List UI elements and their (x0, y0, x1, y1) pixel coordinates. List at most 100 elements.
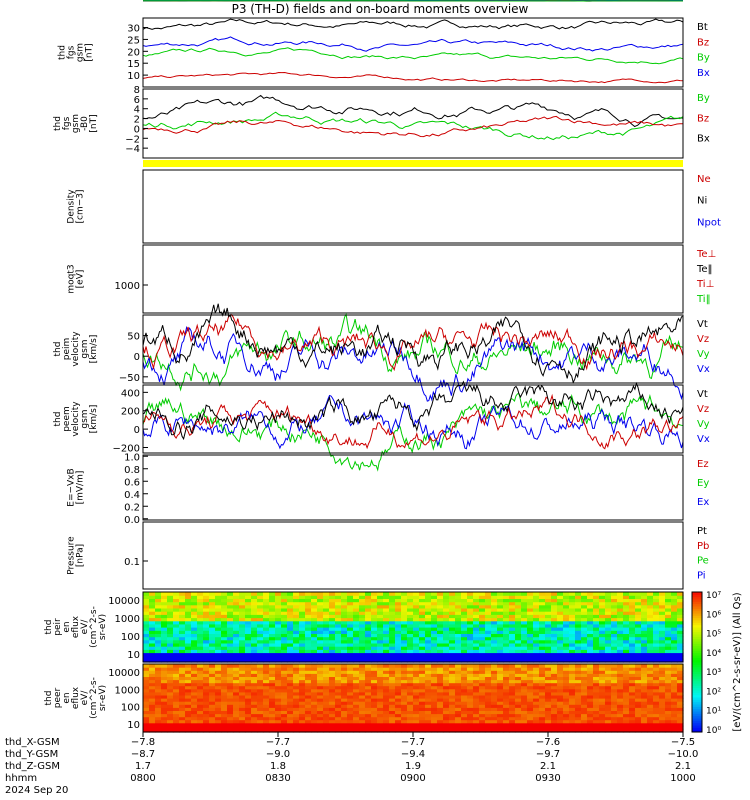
spectrogram-cell (161, 722, 168, 727)
spectrogram-cell (365, 698, 372, 702)
spectrogram-cell (563, 598, 570, 603)
spectrogram-cell (239, 676, 246, 681)
colorbar-segment (692, 594, 702, 598)
spectrogram-cell (587, 598, 594, 603)
spectrogram-cell (593, 664, 600, 668)
spectrogram-cell (209, 691, 216, 696)
spectrogram-cell (479, 652, 486, 657)
spectrogram-cell (599, 623, 606, 628)
spectrogram-cell (443, 652, 450, 657)
spectrogram-cell (509, 701, 516, 705)
spectrogram-cell (287, 633, 294, 638)
spectrogram-cell (347, 658, 354, 663)
spectrogram-cell (413, 642, 420, 647)
spectrogram-cell (221, 646, 228, 650)
spectrogram-cell (503, 691, 510, 696)
spectrogram-cell (641, 595, 648, 599)
spectrogram-cell (455, 664, 462, 668)
spectrogram-cell (401, 710, 408, 715)
spectrogram-cell (197, 667, 204, 671)
spectrogram-cell (629, 633, 636, 638)
spectrogram-cell (419, 713, 426, 718)
spectrogram-cell (527, 725, 534, 730)
spectrogram-cell (179, 682, 186, 687)
spectrogram-cell (275, 636, 282, 641)
spectrogram-cell (449, 617, 456, 622)
spectrogram-cell (671, 633, 678, 638)
y-axis-label: eflux (71, 615, 81, 638)
spectrogram-cell (473, 670, 480, 674)
spectrogram-cell (383, 627, 390, 631)
spectrogram-cell (569, 649, 576, 654)
spectrogram-cell (641, 725, 648, 730)
spectrogram-cell (185, 722, 192, 727)
spectrogram-cell (677, 604, 684, 609)
spectrogram-cell (155, 673, 162, 677)
spectrogram-cell (605, 694, 612, 699)
spectrogram-cell (323, 713, 330, 718)
spectrogram-cell (659, 670, 666, 674)
spectrogram-cell (605, 716, 612, 721)
spectrogram-cell (311, 617, 318, 622)
spectrogram-cell (323, 639, 330, 644)
spectrogram-cell (467, 598, 474, 603)
spectrogram-cell (575, 598, 582, 603)
spectrogram-cell (563, 642, 570, 647)
spectrogram-cell (425, 719, 432, 724)
spectrogram-cell (461, 652, 468, 657)
spectrogram-cell (209, 725, 216, 730)
spectrogram-cell (617, 685, 624, 690)
spectrogram-cell (329, 716, 336, 721)
spectrogram-cell (563, 725, 570, 730)
spectrogram-cell (251, 670, 258, 674)
spectrogram-cell (623, 710, 630, 715)
spectrogram-cell (239, 633, 246, 638)
spectrogram-cell (449, 633, 456, 638)
spectrogram-cell (557, 642, 564, 647)
spectrogram-cell (401, 604, 408, 609)
spectrogram-cell (263, 713, 270, 718)
spectrogram-cell (263, 728, 270, 733)
spectrogram-cell (563, 704, 570, 708)
spectrogram-cell (503, 713, 510, 718)
spectrogram-cell (581, 685, 588, 690)
spectrogram-cell (215, 642, 222, 647)
spectrogram-cell (569, 694, 576, 699)
spectrogram-cell (629, 636, 636, 641)
spectrogram-cell (341, 694, 348, 699)
spectrogram-cell (551, 691, 558, 696)
spectrogram-cell (545, 688, 552, 693)
spectrogram-cell (521, 623, 528, 628)
spectrogram-cell (467, 611, 474, 615)
spectrogram-cell (545, 691, 552, 696)
spectrogram-cell (197, 685, 204, 690)
spectrogram-cell (161, 728, 168, 733)
spectrogram-cell (281, 620, 288, 625)
spectrogram-cell (557, 658, 564, 663)
spectrogram-cell (149, 611, 156, 615)
spectrogram-cell (155, 701, 162, 705)
spectrogram-cell (269, 639, 276, 644)
spectrogram-cell (437, 670, 444, 674)
spectrogram-cell (359, 682, 366, 687)
spectrogram-cell (263, 649, 270, 654)
spectrogram-cell (311, 636, 318, 641)
spectrogram-cell (395, 598, 402, 603)
spectrogram-cell (653, 611, 660, 615)
spectrogram-cell (593, 639, 600, 644)
spectrogram-cell (437, 592, 444, 596)
spectrogram-cell (305, 598, 312, 603)
spectrogram-cell (653, 630, 660, 634)
spectrogram-cell (557, 676, 564, 681)
spectrogram-cell (383, 611, 390, 615)
spectrogram-cell (425, 682, 432, 687)
spectrogram-cell (341, 688, 348, 693)
spectrogram-cell (581, 614, 588, 619)
spectrogram-cell (557, 623, 564, 628)
spectrogram-cell (473, 620, 480, 625)
spectrogram-cell (239, 694, 246, 699)
spectrogram-cell (521, 716, 528, 721)
spectrogram-cell (473, 617, 480, 622)
spectrogram-cell (323, 595, 330, 599)
spectrogram-cell (407, 667, 414, 671)
